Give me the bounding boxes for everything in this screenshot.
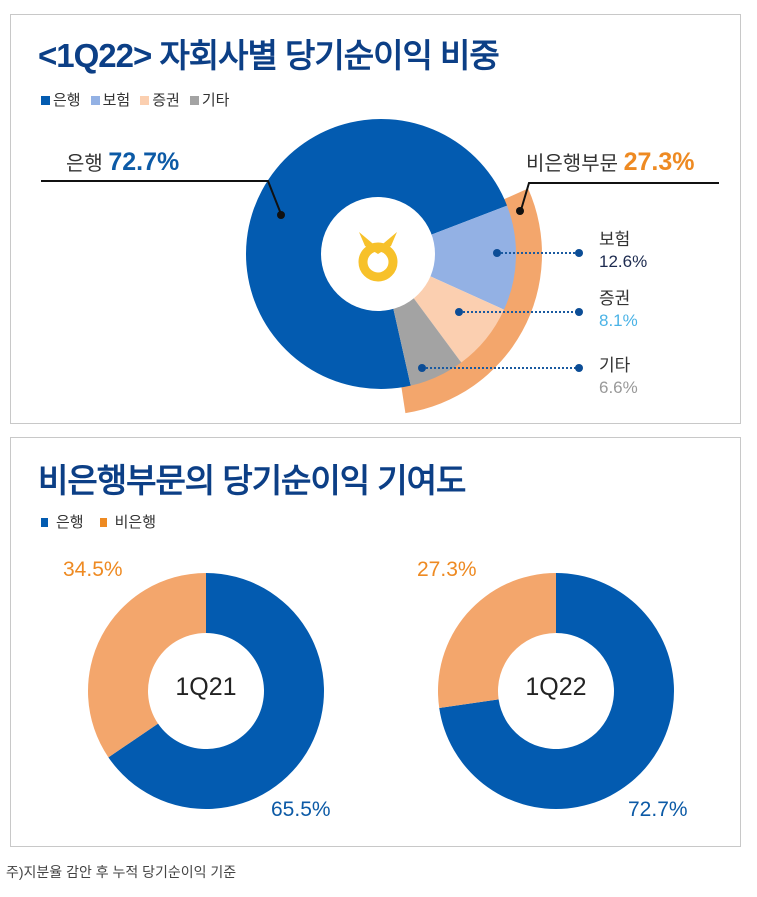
chart-title: <1Q22> 자회사별 당기순이익 비중 [38, 37, 500, 74]
1Q22-bank-slice [439, 573, 674, 809]
1q22-nonbank-value: 27.3% [417, 558, 477, 581]
legend-item-bank: 은행 [41, 89, 81, 110]
footnote: 주)지분율 감안 후 누적 당기순이익 기준 [6, 864, 237, 880]
1q21-nonbank-value: 34.5% [63, 558, 123, 581]
nonbank-leader-line [520, 182, 719, 211]
other-label: 기타 6.6% [599, 356, 638, 397]
legend: 은행 비은행 [41, 511, 156, 532]
insurance-leader-dot-start [493, 249, 501, 257]
legend-item-securities: 증권 [140, 89, 180, 110]
subsidiary-donut-chart [41, 119, 719, 414]
logo-wings [359, 232, 397, 254]
1q22-bank-value: 72.7% [628, 798, 688, 821]
1Q21-nonbank-slice [88, 573, 206, 758]
insurance-label: 보험 12.6% [599, 230, 648, 271]
1q21-bank-value: 65.5% [271, 798, 331, 821]
1q21-center-label: 1Q21 [175, 673, 237, 701]
slice-insurance [381, 205, 516, 310]
logo-ring [358, 242, 398, 282]
nonbank-leader-dot [516, 207, 524, 215]
securities-label: 증권 8.1% [599, 289, 638, 330]
legend-item-insurance: 보험 [90, 89, 130, 110]
chart-title: 비은행부문의 당기순이익 기여도 [38, 462, 466, 499]
1Q22-nonbank-slice [437, 573, 556, 708]
contribution-donut-charts [88, 573, 674, 809]
nonbank-contribution-panel: 비은행부문의 당기순이익 기여도 은행 비은행 34.5% 65.5% 1Q21… [10, 437, 741, 847]
securities-leader-dot-end [575, 308, 583, 316]
other-leader-dot-start [418, 364, 426, 372]
legend-item-nonbank: 비은행 [99, 511, 156, 532]
1Q21-bank-slice [108, 573, 325, 809]
bank-leader-dot [277, 211, 285, 219]
legend-item-bank: 은행 [41, 511, 84, 532]
bank-label: 은행 72.7% [66, 148, 180, 176]
legend: 은행 보험 증권 기타 [41, 89, 229, 110]
insurance-leader-dot-end [575, 249, 583, 257]
securities-leader-dot-start [455, 308, 463, 316]
nonbank-label: 비은행부문 27.3% [526, 148, 695, 176]
company-logo-icon [358, 232, 398, 282]
legend-item-other: 기타 [189, 89, 229, 110]
subsidiary-share-panel: <1Q22> 자회사별 당기순이익 비중 은행 보험 증권 기타 은행 72.7… [10, 14, 741, 424]
other-leader-dot-end [575, 364, 583, 372]
1q22-center-label: 1Q22 [525, 673, 587, 701]
bank-leader-line [41, 180, 282, 215]
